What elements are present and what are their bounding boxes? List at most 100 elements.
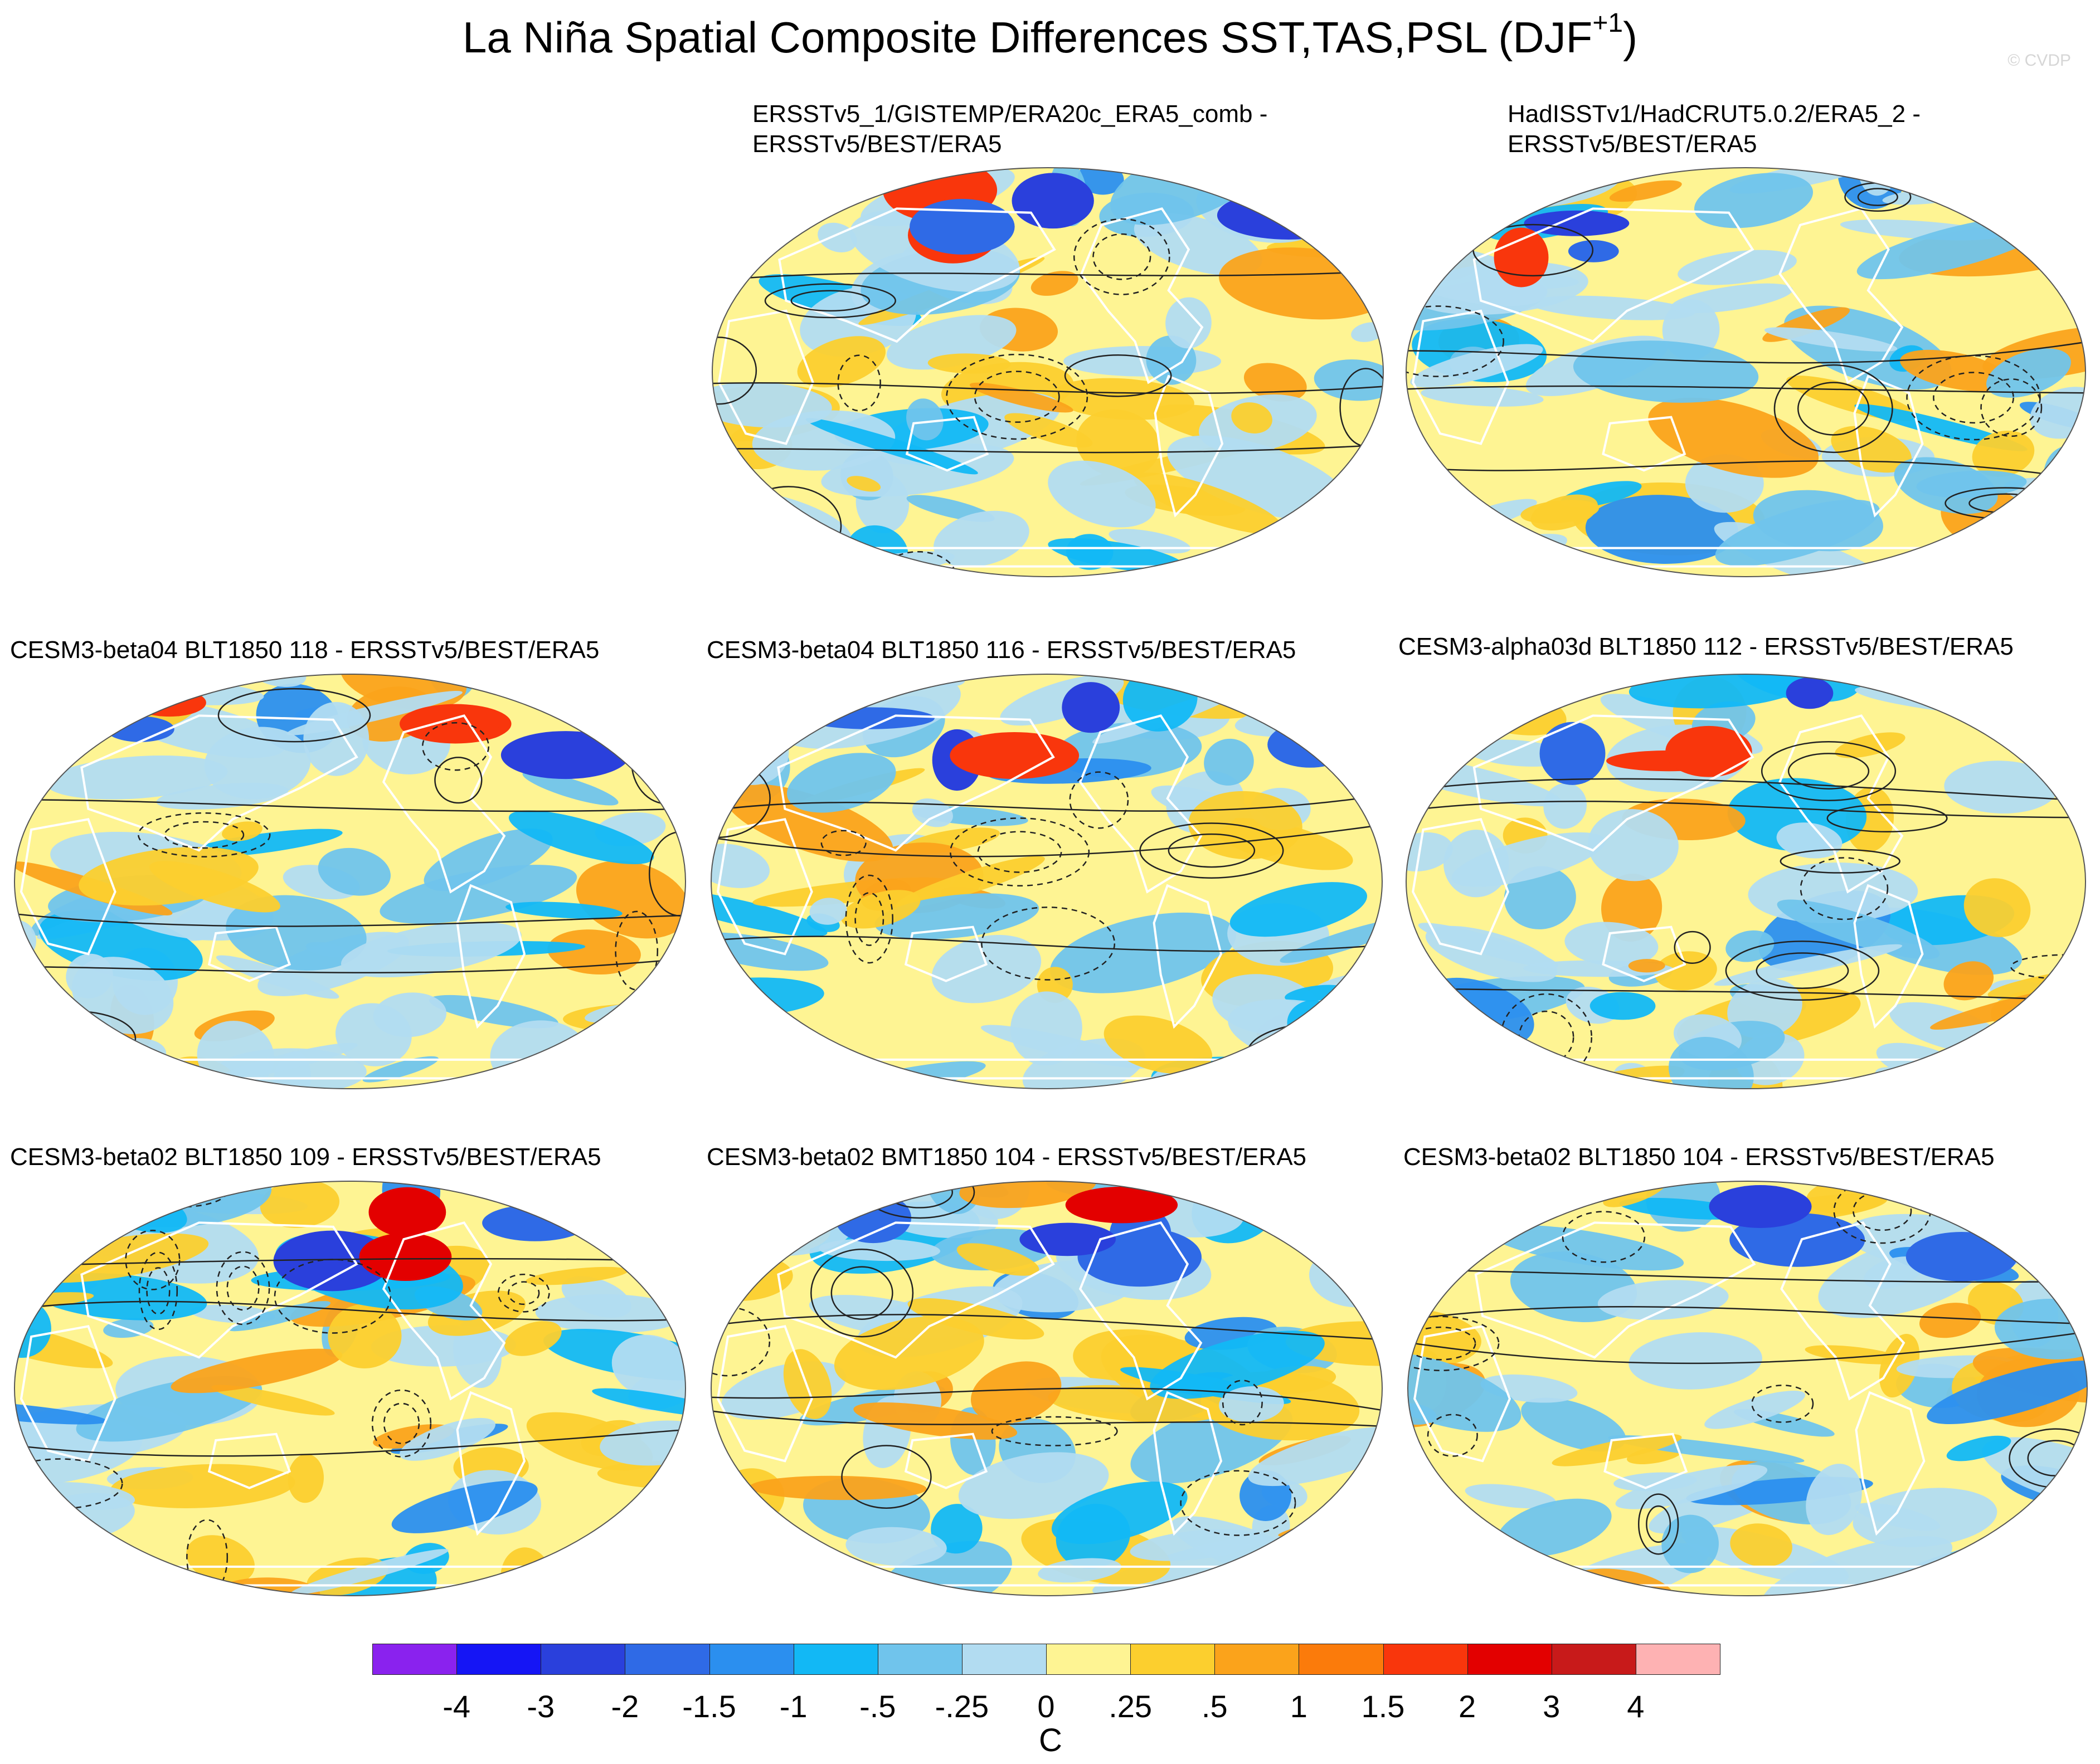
colorbar-tick-label: .25	[1109, 1689, 1153, 1724]
colorbar-tick-label: -.5	[859, 1689, 896, 1724]
anomaly-region	[260, 1181, 339, 1228]
strong-anomaly-region	[132, 689, 206, 717]
coastline	[1154, 374, 1224, 518]
psl-contour	[2064, 168, 2086, 207]
anomaly-region	[1038, 1558, 1121, 1583]
anomaly-region	[1488, 1225, 1684, 1271]
colorbar-swatch	[709, 1644, 794, 1675]
panel-title: HadISSTv1/HadCRUT5.0.2/ERA5_2 - ERSSTv5/B…	[1508, 100, 1921, 158]
psl-contour	[1064, 354, 1172, 397]
map-border	[14, 1181, 686, 1596]
map-field	[712, 168, 1383, 577]
anomaly-region	[1010, 991, 1082, 1066]
psl-contour	[14, 1429, 686, 1457]
coastline	[777, 714, 1055, 852]
coastline	[1778, 714, 1904, 894]
anomaly-region	[749, 1475, 927, 1500]
map-field	[1406, 674, 2086, 1089]
psl-contour	[950, 817, 1090, 887]
strong-anomaly-region	[1524, 210, 1630, 236]
psl-contour	[1773, 364, 1893, 454]
psl-contour	[711, 793, 1382, 812]
psl-contour	[593, 1022, 686, 1070]
anomaly-region	[219, 1042, 358, 1080]
psl-contour	[845, 874, 893, 964]
anomaly-region	[335, 1003, 412, 1066]
psl-contour	[1751, 1385, 1814, 1423]
anomaly-region	[1990, 674, 2086, 740]
anomaly-region	[504, 1320, 562, 1356]
anomaly-region	[1946, 1435, 2011, 1461]
anomaly-region	[712, 1064, 869, 1084]
colorbar-swatch	[961, 1644, 1047, 1675]
anomaly-region	[1051, 1482, 1188, 1544]
colorbar-tick-label: 4	[1627, 1689, 1645, 1724]
coastline	[382, 714, 506, 894]
anomaly-region	[110, 1464, 295, 1508]
colorbar-swatch	[877, 1644, 962, 1675]
anomaly-region	[1421, 386, 1544, 407]
coastline	[717, 309, 814, 445]
colorbar-tick-label: -1.5	[682, 1689, 736, 1724]
anomaly-region	[625, 986, 680, 1052]
psl-contour	[1674, 930, 1711, 964]
strong-anomaly-region	[1267, 721, 1353, 768]
strong-anomaly-region	[1428, 1237, 1475, 1269]
anomaly-region	[508, 810, 654, 864]
anomaly-region	[1030, 271, 1078, 296]
psl-contour	[1826, 804, 1948, 833]
anomaly-region	[956, 1243, 1039, 1276]
colorbar-unit-label: C	[1039, 1722, 1062, 1758]
anomaly-region	[711, 674, 788, 733]
psl-contour	[1246, 1022, 1382, 1085]
colorbar	[372, 1644, 1720, 1676]
anomaly-region	[149, 861, 280, 913]
psl-contour	[974, 371, 1060, 423]
coastline	[905, 416, 989, 472]
anomaly-region	[1991, 1181, 2087, 1233]
strong-anomaly-region	[500, 731, 630, 779]
anomaly-region	[1048, 460, 1156, 528]
anomaly-region	[853, 1402, 1018, 1440]
strong-anomaly-region	[482, 1205, 589, 1241]
map-panel: HadISSTv1/HadCRUT5.0.2/ERA5_2 - ERSSTv5/B…	[1402, 99, 2090, 584]
anomaly-region	[970, 1361, 1062, 1424]
psl-contour	[14, 1300, 686, 1322]
panel-title: CESM3-beta04 BLT1850 118 - ERSSTv5/BEST/…	[10, 636, 600, 664]
anomaly-region	[1552, 1434, 1682, 1466]
anomaly-region	[611, 1334, 686, 1398]
anomaly-region	[711, 889, 828, 937]
anomaly-region	[1520, 500, 1600, 524]
anomaly-region	[1587, 809, 1679, 881]
anomaly-region	[31, 1273, 207, 1320]
anomaly-region	[2012, 1559, 2087, 1596]
map-border	[711, 1181, 1383, 1596]
anomaly-region	[1972, 430, 2035, 477]
psl-contour	[1857, 188, 1898, 206]
panel-title: CESM3-beta02 BLT1850 104 - ERSSTv5/BEST/…	[1403, 1143, 1995, 1171]
coastline	[456, 1391, 526, 1536]
anomaly-region	[1963, 878, 2031, 937]
anomaly-region	[712, 536, 760, 566]
anomaly-region	[1629, 1332, 1762, 1390]
anomaly-region	[290, 1549, 449, 1595]
psl-contour	[1646, 1505, 1671, 1543]
psl-contour	[1406, 987, 2086, 1002]
coastline	[777, 1221, 1055, 1359]
strong-anomaly-region	[1217, 191, 1360, 240]
map-border	[711, 674, 1383, 1089]
psl-contour	[371, 1389, 432, 1458]
anomaly-region	[787, 753, 896, 813]
anomaly-region	[1465, 1484, 1556, 1509]
coastline	[1413, 1325, 1511, 1463]
strong-anomaly-region	[910, 199, 1015, 255]
psl-contour	[1980, 378, 2043, 437]
coastline	[80, 714, 358, 852]
colorbar-swatch	[1299, 1644, 1384, 1675]
map-panel: CESM3-beta02 BLT1850 104 - ERSSTv5/BEST/…	[1403, 1142, 2094, 1616]
map-field	[1406, 168, 2086, 577]
anomaly-region	[1919, 1303, 1981, 1338]
coastline	[207, 1432, 291, 1489]
anomaly-region	[797, 336, 886, 388]
colorbar-swatch	[1551, 1644, 1636, 1675]
